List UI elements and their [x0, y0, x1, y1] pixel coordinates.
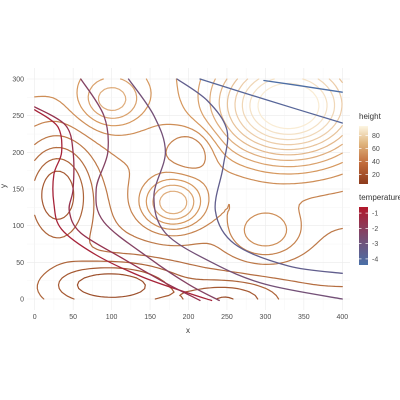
- x-tick-label: 300: [260, 314, 272, 321]
- height-contour-70: [226, 78, 343, 151]
- legend-height-label: 20: [372, 172, 380, 179]
- grid: [27, 68, 350, 310]
- y-axis-ticks: 0 50 100 150 200 250 300: [12, 77, 24, 304]
- y-tick-label: 250: [12, 113, 24, 120]
- temperature-line-4: [176, 78, 343, 274]
- legend-temperature-label: -3: [372, 241, 378, 248]
- legend-height-colorbar: [359, 126, 368, 184]
- temperature-line-2: [80, 78, 220, 302]
- height-contour-75: [234, 78, 343, 146]
- height-contour-85: [249, 78, 328, 135]
- x-tick-label: 0: [33, 314, 37, 321]
- height-contour-25: [34, 158, 280, 300]
- legend-temperature: temperature -1 -2 -3 -4: [359, 193, 400, 265]
- legend-height-title: height: [359, 112, 382, 121]
- legend-height: height 80 60 40 20: [359, 112, 382, 184]
- height-contours: [34, 78, 343, 300]
- y-tick-label: 300: [12, 77, 24, 84]
- legend-temperature-title: temperature: [359, 193, 400, 202]
- x-tick-label: 200: [183, 314, 195, 321]
- y-axis-title: y: [0, 184, 8, 188]
- height-contour-65: [218, 78, 343, 156]
- y-tick-label: 200: [12, 150, 24, 157]
- temperature-line-6: [263, 79, 343, 93]
- x-tick-label: 50: [69, 314, 77, 321]
- y-tick-label: 0: [20, 297, 24, 304]
- legend-height-label: 40: [372, 159, 380, 166]
- height-contour-45: [34, 95, 343, 247]
- x-tick-label: 150: [144, 314, 156, 321]
- x-axis-ticks: 0 50 100 150 200 250 300 350 400: [33, 314, 349, 321]
- legend-temperature-label: -2: [372, 226, 378, 233]
- x-tick-label: 250: [221, 314, 233, 321]
- height-contour-30: [34, 146, 343, 288]
- height-contour-55: [87, 78, 343, 220]
- height-contour-50: [76, 78, 343, 225]
- temperature-contours: [34, 78, 343, 302]
- x-tick-label: 400: [336, 314, 348, 321]
- temperature-line-3: [127, 78, 343, 300]
- temperature-line-5: [199, 78, 343, 124]
- y-tick-label: 50: [16, 260, 24, 267]
- legend-height-label: 80: [372, 133, 380, 140]
- height-contour-90: [257, 82, 320, 130]
- legend-temperature-colorbar: [359, 207, 368, 265]
- height-contour-60: [97, 78, 343, 215]
- legend-temperature-label: -4: [372, 256, 378, 263]
- temperature-line-1: [34, 106, 201, 302]
- x-axis-title: x: [186, 326, 190, 335]
- legend-temperature-label: -1: [372, 211, 378, 218]
- x-tick-label: 100: [106, 314, 118, 321]
- legend-height-label: 60: [372, 146, 380, 153]
- y-tick-label: 100: [12, 223, 24, 230]
- temperature-line-0: [34, 109, 213, 302]
- height-contour-15: [76, 273, 234, 300]
- x-tick-label: 350: [298, 314, 310, 321]
- height-contour-40: [34, 120, 343, 256]
- height-contour-80: [241, 78, 336, 141]
- y-tick-label: 150: [12, 187, 24, 194]
